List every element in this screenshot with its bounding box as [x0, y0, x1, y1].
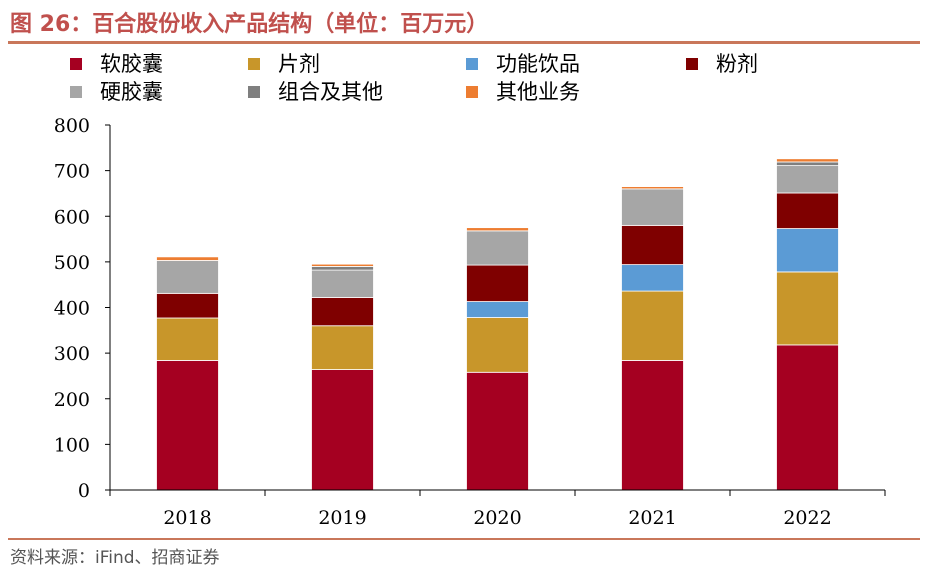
- source-rule: [8, 538, 920, 540]
- bar-2022-series-2: [776, 271, 839, 346]
- y-tick-label-200: 200: [54, 389, 90, 411]
- bar-2019-series-2: [311, 325, 374, 370]
- legend-swatch-2: [248, 58, 260, 70]
- legend-label-5: 硬胶囊: [100, 80, 163, 104]
- legend-label-4: 粉剂: [716, 52, 758, 76]
- bar-2021-series-1: [621, 360, 684, 491]
- legend-label-1: 软胶囊: [100, 52, 163, 76]
- bar-2021-series-7: [621, 186, 684, 190]
- bar-2019-series-1: [311, 369, 374, 491]
- x-axis: 2018 2019 2020 2021 2022: [109, 489, 886, 529]
- legend-swatch-5: [70, 86, 82, 98]
- legend-label-6: 组合及其他: [278, 80, 383, 104]
- title-rule: [8, 41, 920, 44]
- bar-2020-series-4: [466, 264, 529, 302]
- y-tick-label-600: 600: [54, 206, 90, 228]
- legend-swatch-4: [686, 58, 698, 70]
- bar-2021-series-3: [621, 264, 684, 292]
- x-tick-label-2020: 2020: [473, 507, 521, 529]
- figure-title: 图 26：百合股份收入产品结构（单位：百万元）: [10, 12, 489, 37]
- bar-2018-series-1: [156, 360, 219, 491]
- bar-2019-series-5: [311, 269, 374, 298]
- y-tick-label-800: 800: [54, 115, 90, 137]
- legend-label-7: 其他业务: [496, 80, 580, 104]
- y-tick-label-100: 100: [54, 434, 90, 456]
- bar-2019-series-4: [311, 297, 374, 327]
- bar-2019-series-6: [311, 266, 374, 271]
- y-tick-label-700: 700: [54, 161, 90, 183]
- bar-2022-series-1: [776, 344, 839, 491]
- bars: [156, 158, 839, 491]
- bar-2018-series-5: [156, 260, 219, 294]
- bar-2021-series-4: [621, 224, 684, 266]
- bar-2022-series-3: [776, 228, 839, 273]
- x-tick-label-2021: 2021: [628, 507, 676, 529]
- bar-2021-series-5: [621, 188, 684, 226]
- y-tick-label-0: 0: [78, 480, 90, 502]
- bar-2020-series-3: [466, 301, 529, 318]
- legend-swatch-1: [70, 58, 82, 70]
- bar-2020-series-7: [466, 227, 529, 232]
- x-tick-label-2019: 2019: [318, 507, 366, 529]
- legend-label-3: 功能饮品: [496, 52, 580, 76]
- bar-2021-series-2: [621, 290, 684, 361]
- bar-2020-series-5: [466, 230, 529, 266]
- legend-label-2: 片剂: [278, 52, 320, 76]
- y-axis: 0 100 200 300 400 500 600 700 800: [54, 115, 111, 502]
- bar-2022-series-5: [776, 165, 839, 194]
- x-tick-label-2018: 2018: [163, 507, 211, 529]
- legend-swatch-6: [248, 86, 260, 98]
- bar-2019-series-7: [311, 263, 374, 267]
- y-tick-label-300: 300: [54, 343, 90, 365]
- bar-2020-series-1: [466, 371, 529, 491]
- legend-swatch-7: [466, 86, 478, 98]
- x-tick-label-2022: 2022: [783, 507, 831, 529]
- source-note: 资料来源：iFind、招商证券: [10, 548, 220, 568]
- bar-2018-series-7: [156, 256, 219, 261]
- bar-2018-series-2: [156, 317, 219, 361]
- bar-2022-series-4: [776, 192, 839, 229]
- bar-2018-series-4: [156, 292, 219, 319]
- bar-2022-series-6: [776, 161, 839, 167]
- bar-2020-series-2: [466, 317, 529, 373]
- legend-swatch-3: [466, 58, 478, 70]
- bar-2022-series-7: [776, 158, 839, 163]
- y-tick-label-400: 400: [54, 298, 90, 320]
- y-tick-label-500: 500: [54, 252, 90, 274]
